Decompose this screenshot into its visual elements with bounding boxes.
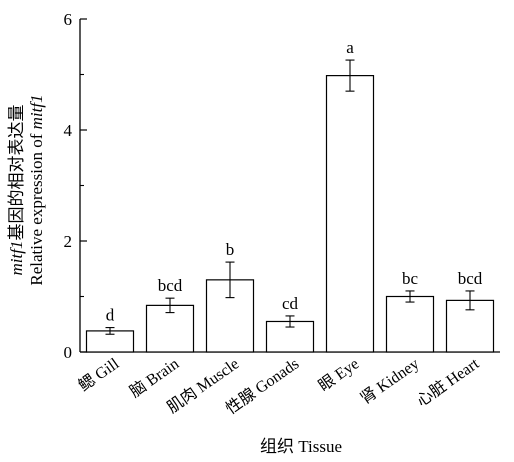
category-label: 鳃 Gill — [75, 354, 123, 395]
significance-label: d — [106, 306, 115, 325]
category-label: 眼 Eye — [315, 355, 362, 395]
significance-label: a — [346, 38, 354, 57]
significance-label: bc — [402, 269, 419, 288]
y-axis-title-en: Relative expression of — [27, 129, 46, 285]
y-axis-title-gene2: mitf1 — [27, 94, 46, 129]
y-tick-label: 6 — [64, 10, 73, 29]
y-axis-title-gene: mitf1 — [7, 241, 26, 276]
category-label: 脑 Brain — [126, 355, 182, 402]
y-axis-title-line1: mitf1基因的相对表达量 — [7, 105, 26, 276]
y-tick-label: 2 — [64, 232, 73, 251]
bar — [145, 304, 195, 353]
y-axis-title-line2: Relative expression of mitf1 — [27, 94, 46, 285]
significance-label: cd — [282, 294, 299, 313]
significance-label: b — [226, 240, 235, 259]
category-label: 心脏 Heart — [413, 354, 482, 410]
significance-label: bcd — [158, 276, 183, 295]
x-axis-title: 组织 Tissue — [260, 437, 342, 456]
y-tick-label: 0 — [64, 343, 73, 362]
significance-label: bcd — [458, 269, 483, 288]
bar — [385, 295, 435, 353]
bar — [325, 75, 375, 353]
bar — [445, 299, 495, 353]
y-axis-title-cn: 基因的相对表达量 — [7, 105, 26, 241]
y-tick-label: 4 — [64, 121, 73, 140]
category-label: 肾 Kidney — [357, 355, 422, 408]
